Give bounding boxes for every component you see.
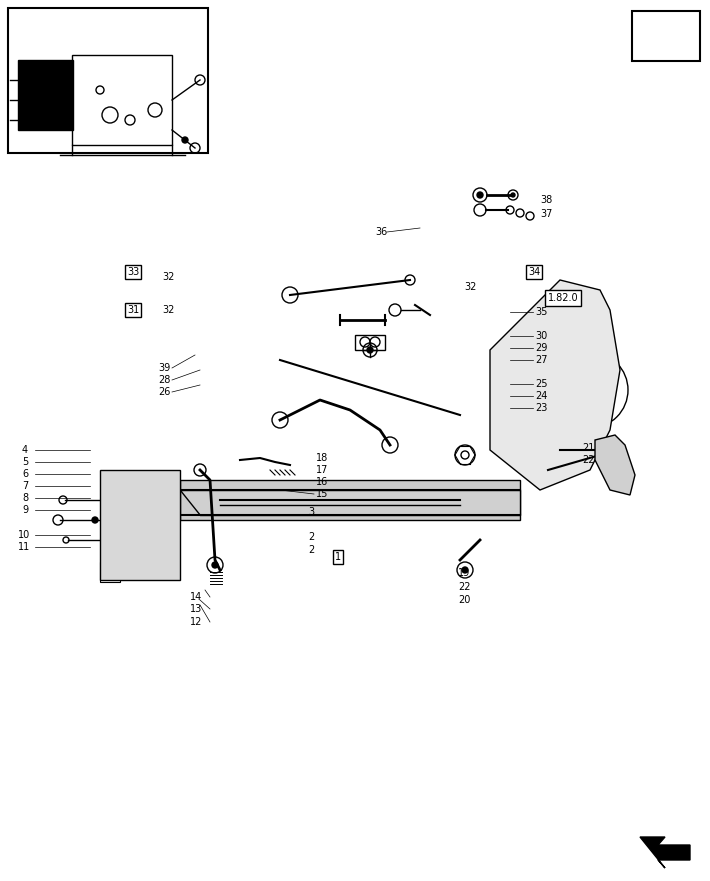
Text: 9: 9: [22, 505, 28, 515]
Text: 15: 15: [316, 489, 328, 499]
Text: 2: 2: [308, 532, 315, 542]
Circle shape: [212, 562, 218, 568]
Text: 29: 29: [535, 343, 547, 353]
Polygon shape: [595, 435, 635, 495]
Circle shape: [367, 347, 373, 353]
Polygon shape: [490, 280, 620, 490]
Text: 30: 30: [535, 331, 547, 341]
Polygon shape: [180, 490, 520, 515]
Bar: [72, 55, 172, 145]
Text: 34: 34: [528, 267, 540, 277]
Text: 17: 17: [316, 465, 328, 475]
Text: 1: 1: [335, 552, 341, 562]
Text: 24: 24: [535, 391, 547, 401]
Text: 4: 4: [22, 445, 28, 455]
Circle shape: [582, 382, 598, 398]
Text: 32: 32: [162, 305, 175, 315]
Text: 3: 3: [308, 507, 314, 517]
Text: 28: 28: [158, 375, 170, 385]
Text: 38: 38: [540, 195, 552, 205]
Bar: [100, 562, 120, 582]
Circle shape: [477, 192, 483, 198]
Circle shape: [182, 137, 188, 143]
Text: 36: 36: [375, 227, 387, 237]
Bar: [8, 8, 208, 153]
Text: 39: 39: [158, 363, 170, 373]
Text: 20: 20: [458, 595, 471, 605]
Text: 18: 18: [316, 453, 328, 463]
Text: 2: 2: [308, 545, 315, 555]
Circle shape: [462, 567, 468, 573]
Text: 27: 27: [535, 355, 547, 365]
Text: 10: 10: [18, 530, 31, 540]
Text: 26: 26: [158, 387, 170, 397]
Text: 37: 37: [540, 209, 552, 219]
Text: 22: 22: [582, 455, 594, 465]
Text: 14: 14: [190, 592, 202, 602]
Text: 11: 11: [18, 542, 31, 552]
Circle shape: [511, 193, 515, 197]
Circle shape: [92, 517, 98, 523]
Text: 21: 21: [582, 443, 594, 453]
Bar: [355, 335, 385, 350]
Text: 32: 32: [464, 282, 476, 292]
Text: 6: 6: [22, 469, 28, 479]
Text: 7: 7: [22, 481, 28, 491]
Text: 22: 22: [458, 582, 471, 592]
Circle shape: [567, 447, 573, 453]
Text: 35: 35: [535, 307, 547, 317]
Text: 33: 33: [127, 267, 139, 277]
Text: 23: 23: [535, 403, 547, 413]
Text: 12: 12: [190, 617, 202, 627]
Text: 19: 19: [458, 568, 470, 578]
Text: 13: 13: [190, 604, 202, 614]
Text: 32: 32: [162, 272, 175, 282]
Text: 8: 8: [22, 493, 28, 503]
Bar: [18, 60, 73, 130]
Polygon shape: [640, 837, 690, 868]
Text: 5: 5: [22, 457, 28, 467]
Text: 16: 16: [316, 477, 328, 487]
Text: 1.82.0: 1.82.0: [547, 293, 579, 303]
Bar: [632, 11, 700, 61]
Bar: [180, 480, 520, 520]
Bar: [100, 470, 180, 580]
Text: 31: 31: [127, 305, 139, 315]
Text: 25: 25: [535, 379, 547, 389]
